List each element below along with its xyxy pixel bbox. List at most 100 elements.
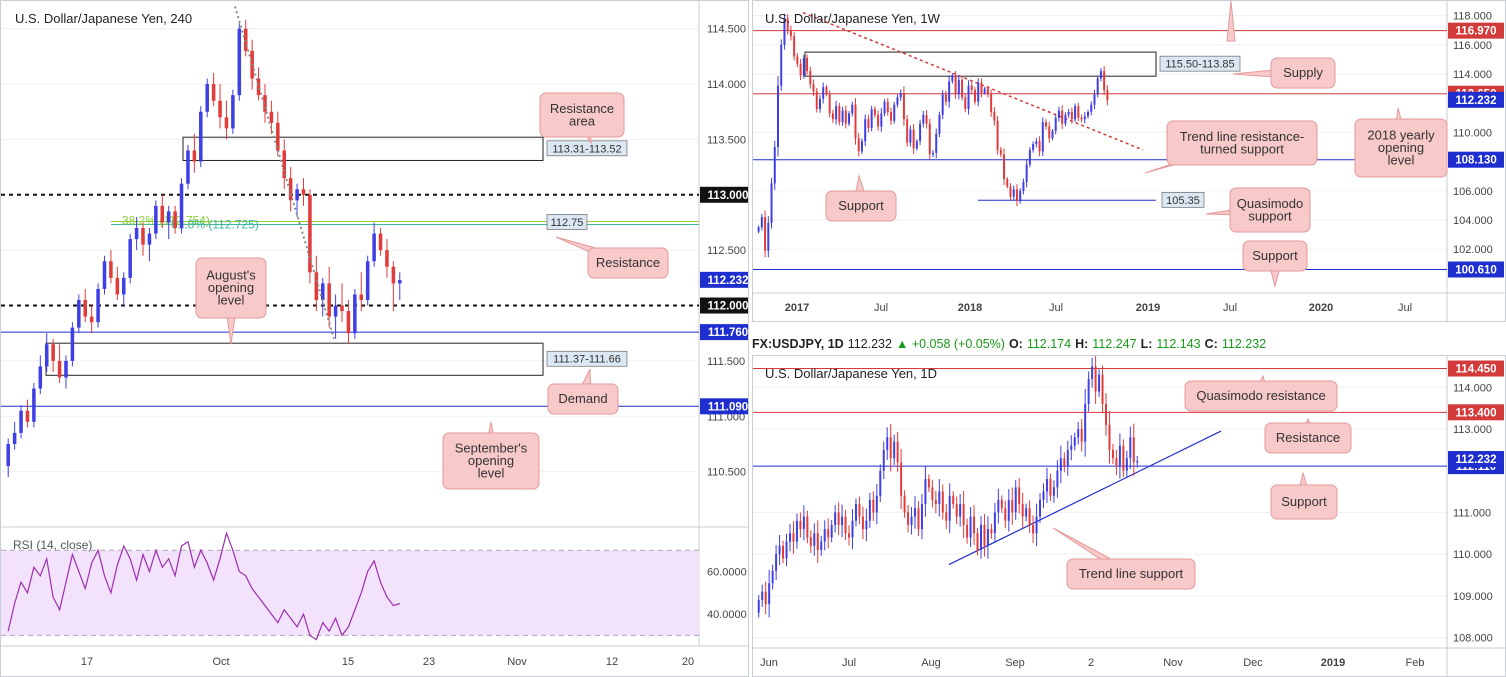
weekly-candle (899, 92, 902, 98)
weekly-candle (789, 30, 792, 37)
h4-candle (314, 272, 319, 300)
h4-y-tick: 113.500 (707, 134, 746, 146)
daily-candle (841, 516, 844, 525)
weekly-candle (896, 97, 899, 105)
h4-candle (263, 95, 267, 112)
daily-chart-panel[interactable]: 114.000 113.000 111.000 110.000 109.000 108.0… (752, 355, 1506, 677)
daily-candle (1045, 479, 1048, 492)
daily-candle (1025, 508, 1028, 517)
h4-candle (166, 211, 171, 223)
h4-zone-label: 113.31-113.52 (552, 143, 621, 155)
weekly-qm-label: 105.35 (1166, 195, 1200, 207)
weekly-candle (1061, 110, 1064, 124)
weekly-callout-supply-group: Supply (1232, 57, 1336, 89)
h4-candle (19, 410, 23, 433)
h4-candle (102, 261, 107, 289)
daily-candle (1129, 437, 1132, 459)
daily-candle (986, 529, 989, 546)
h4-candle (218, 100, 222, 118)
daily-candle (969, 516, 972, 538)
daily-candle (851, 520, 854, 538)
weekly-candle (767, 222, 770, 251)
daily-candle (868, 499, 871, 521)
h4-zone-label-bg (546, 140, 628, 157)
weekly-candle (977, 82, 980, 102)
h4-callout-demand-box (547, 383, 619, 415)
weekly-callout-qm: Quasimodo support (1237, 196, 1303, 224)
daily-candle (879, 470, 882, 496)
weekly-candle (864, 119, 867, 142)
weekly-last-price-label: 112.232 (1456, 95, 1497, 107)
h4-candle (211, 84, 216, 101)
h4-x-tick: 17 (81, 656, 93, 668)
h4-candle (237, 28, 242, 96)
h4-x-tick: 23 (423, 656, 435, 668)
h4-candle (115, 277, 120, 295)
h4-x-tick: 12 (606, 656, 618, 668)
weekly-candle (815, 91, 818, 110)
weekly-chart-panel[interactable]: 118.000 116.000 114.000 110.000 106.000 104.0… (752, 0, 1506, 322)
daily-candle (792, 533, 795, 542)
weekly-candle (860, 141, 863, 152)
h4-candle (295, 189, 299, 201)
weekly-trend-line (802, 11, 1144, 151)
daily-candle (979, 524, 982, 550)
h4-chart[interactable]: 114.500 114.000 113.500 112.500 111.500 111.0… (1, 1, 749, 677)
daily-candle (775, 554, 778, 571)
h4-callout-resistance-area: Resistance area (550, 101, 614, 129)
daily-candle (865, 520, 868, 530)
daily-level-label: 113.400 (1456, 407, 1497, 419)
daily-candle (997, 499, 1000, 513)
h4-candle (276, 122, 280, 151)
daily-callout-support-group: Support (1270, 471, 1338, 520)
weekly-candle (1041, 122, 1044, 152)
weekly-candle (996, 120, 999, 150)
weekly-callout-trend-group: Trend line resistance-turned support (1144, 120, 1318, 174)
weekly-candle (841, 110, 844, 123)
daily-candle (802, 516, 805, 530)
h4-candle (340, 305, 344, 312)
daily-candle (1004, 508, 1007, 521)
weekly-candle (880, 113, 883, 127)
weekly-chart[interactable]: 118.000 116.000 114.000 110.000 106.000 104.0… (753, 1, 1506, 322)
daily-candle (1039, 499, 1042, 517)
h4-last-price-label-bg (700, 271, 748, 288)
weekly-candle (1006, 179, 1009, 187)
h4-y-tick: 111.500 (707, 356, 745, 368)
daily-level-label-bg (1448, 360, 1504, 377)
weekly-candle (851, 104, 854, 114)
weekly-candle (783, 18, 786, 45)
daily-candle (1032, 524, 1035, 534)
daily-candle (858, 504, 861, 517)
h4-callout-september: September's opening level (455, 441, 528, 481)
daily-candle (910, 516, 913, 525)
daily-candle (813, 533, 816, 546)
daily-x-tick: 2019 (1321, 657, 1345, 669)
h4-fib-value: 112.75 (551, 217, 584, 229)
h4-candle (378, 233, 383, 251)
weekly-candle (838, 106, 841, 123)
h4-candle (333, 305, 338, 317)
weekly-callout-support-low-group: Support (1242, 240, 1308, 288)
daily-candle (920, 504, 923, 530)
high-value: 112.247 (1092, 337, 1137, 351)
weekly-candle (786, 18, 789, 31)
daily-last-price-label-bg (1448, 451, 1504, 468)
h4-chart-panel[interactable]: 114.500 114.000 113.500 112.500 111.500 111.0… (0, 0, 749, 677)
weekly-candle (776, 85, 779, 147)
h4-rsi-tick: 40.0000 (707, 609, 747, 621)
daily-candle (934, 499, 937, 505)
daily-candle (1101, 374, 1104, 404)
h4-rsi-tick: 60.0000 (707, 567, 747, 579)
daily-candle (962, 504, 965, 525)
weekly-candle (780, 44, 783, 86)
weekly-candle (951, 75, 954, 82)
weekly-candle (919, 123, 922, 142)
daily-candle (1070, 445, 1073, 450)
daily-candle (882, 449, 885, 471)
daily-candle (1105, 403, 1108, 425)
daily-x-tick: Nov (1163, 657, 1183, 669)
daily-chart[interactable]: 114.000 113.000 111.000 110.000 109.000 108.0… (753, 356, 1506, 677)
daily-candle (1118, 445, 1121, 467)
daily-candle (830, 524, 833, 538)
